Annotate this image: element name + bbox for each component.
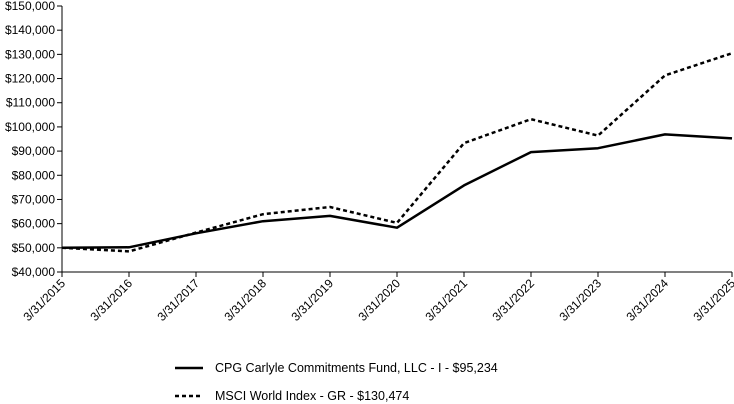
x-axis-ticks: 3/31/2015 3/31/2016 3/31/2017 3/31/2018 3/31… (20, 272, 734, 324)
x-tick-label: 3/31/2025 (690, 276, 734, 324)
x-tick-label: 3/31/2019 (288, 276, 336, 324)
y-tick-label: $60,000 (12, 217, 56, 231)
x-tick-label: 3/31/2020 (355, 276, 403, 324)
y-tick-label: $70,000 (12, 192, 56, 206)
y-tick-label: $110,000 (6, 96, 55, 110)
y-tick-label: $50,000 (12, 241, 56, 255)
x-tick-label: 3/31/2022 (489, 276, 537, 324)
y-tick-label: $130,000 (5, 47, 55, 61)
y-tick-label: $140,000 (5, 23, 55, 37)
y-tick-label: $100,000 (5, 120, 55, 134)
x-tick-label: 3/31/2021 (422, 276, 470, 324)
series-line-index (61, 52, 733, 253)
x-tick-label: 3/31/2015 (20, 276, 68, 324)
legend-swatch-dashed (175, 394, 203, 398)
series-lines (61, 52, 733, 253)
legend-label-fund: CPG Carlyle Commitments Fund, LLC - I - … (215, 361, 498, 375)
y-tick-label: $120,000 (5, 72, 55, 86)
legend-label-index: MSCI World Index - GR - $130,474 (215, 389, 410, 403)
x-tick-label: 3/31/2023 (556, 276, 604, 324)
line-chart: $40,000 $50,000 $60,000 $70,000 $80,000 $90,0… (5, 0, 734, 324)
y-tick-label: $40,000 (12, 265, 56, 279)
legend-swatch-solid (175, 366, 203, 370)
legend-item-fund: CPG Carlyle Commitments Fund, LLC - I - … (175, 360, 498, 376)
series-line-fund (61, 133, 733, 250)
x-tick-label: 3/31/2017 (154, 276, 202, 324)
legend-item-index: MSCI World Index - GR - $130,474 (175, 388, 409, 404)
y-tick-label: $90,000 (12, 144, 56, 158)
x-tick-label: 3/31/2016 (87, 276, 135, 324)
x-tick-label: 3/31/2018 (221, 276, 269, 324)
y-axis-ticks: $40,000 $50,000 $60,000 $70,000 $80,000 $90,0… (5, 0, 62, 279)
y-tick-label: $150,000 (5, 0, 55, 13)
x-tick-label: 3/31/2024 (623, 276, 671, 324)
y-tick-label: $80,000 (12, 168, 56, 182)
